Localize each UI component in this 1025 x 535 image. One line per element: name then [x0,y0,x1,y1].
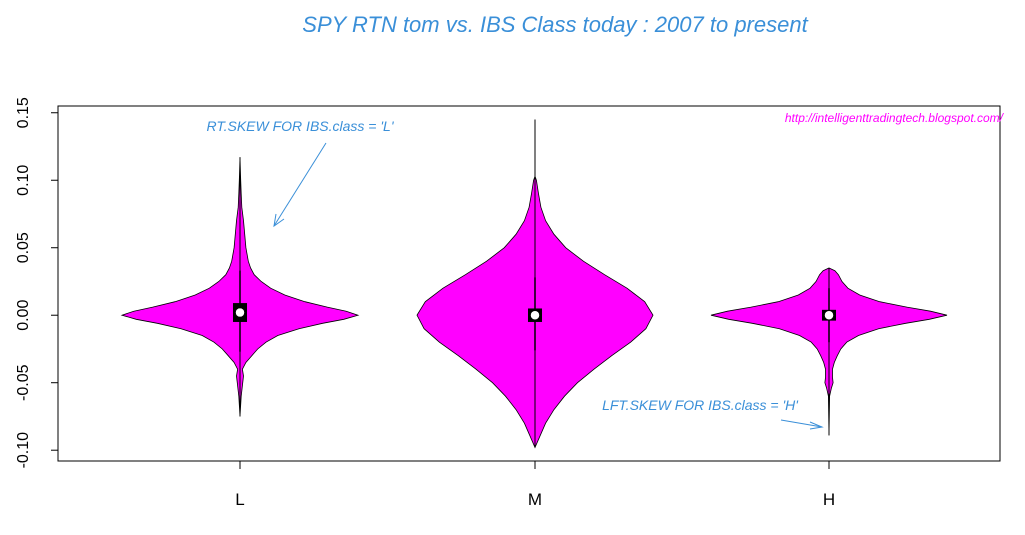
annotation-right-skew-l: RT.SKEW FOR IBS.class = 'L' [206,118,394,134]
violin-median [530,310,540,320]
x-tick-label: M [528,490,542,509]
violins [120,119,948,449]
chart-title: SPY RTN tom vs. IBS Class today : 2007 t… [302,12,808,37]
y-tick-label: 0.05 [15,232,32,263]
y-axis: -0.10 -0.05 0.00 0.05 0.10 0.15 [15,97,59,469]
annotation-left-skew-h: LFT.SKEW FOR IBS.class = 'H' [602,397,799,413]
violin-H [710,267,948,436]
violin-median [235,307,245,318]
y-tick-label: 0.15 [15,97,32,128]
y-tick-label: -0.10 [15,432,32,469]
y-tick-label: -0.05 [15,364,32,401]
y-tick-label: 0.00 [15,300,32,331]
x-tick-label: H [823,490,835,509]
violin-median [824,310,834,320]
violin-M [416,119,654,449]
y-tick-label: 0.10 [15,165,32,196]
annotation-arrow-l [273,142,327,228]
violin-L [120,157,360,417]
x-tick-label: L [235,490,244,509]
annotation-arrow-h [780,419,824,430]
watermark-url: http://intelligenttradingtech.blogspot.c… [785,111,1005,125]
